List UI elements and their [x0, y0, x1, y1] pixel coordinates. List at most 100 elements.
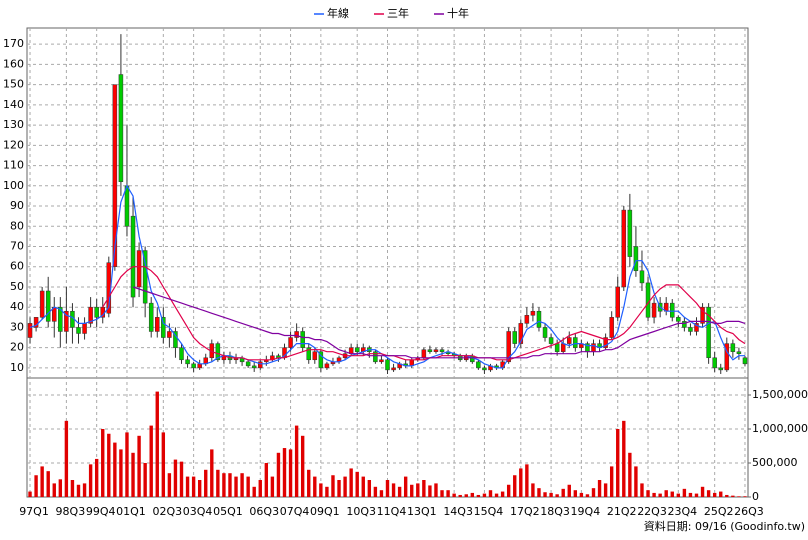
volume-bar	[197, 480, 202, 497]
x-tick-label: 03Q4	[183, 505, 213, 518]
volume-bar	[191, 476, 196, 497]
volume-bar	[706, 490, 711, 497]
volume-bar	[282, 448, 287, 497]
candle-body	[258, 361, 263, 369]
volume-bar	[470, 492, 475, 497]
volume-bar	[240, 473, 244, 497]
volume-bar	[676, 493, 681, 497]
candle-body	[148, 302, 154, 332]
volume-bar	[319, 483, 323, 497]
x-tick-label: 02Q3	[152, 505, 182, 518]
volume-bar	[488, 490, 493, 497]
volume-bar	[307, 469, 311, 497]
candle-body	[112, 84, 118, 267]
x-tick-label: 18Q3	[540, 505, 570, 518]
candle-body	[682, 321, 687, 328]
ma-line	[132, 286, 746, 359]
volume-bar	[313, 476, 317, 497]
y-tick-label: 20	[10, 341, 24, 354]
legend: 年線 三年 十年	[314, 6, 469, 20]
candle-body	[167, 331, 172, 338]
x-tick-label: 25Q2	[704, 505, 734, 518]
volume-bar	[452, 493, 456, 497]
volume-bar	[46, 471, 50, 497]
candle-body	[554, 343, 560, 352]
y-tick-label: 130	[3, 118, 24, 131]
volume-bar	[573, 490, 578, 497]
volume-bar	[664, 490, 668, 497]
y-tick-label: 50	[10, 280, 24, 293]
volume-bar	[343, 476, 347, 497]
volume-bar	[737, 496, 741, 497]
candle-body	[609, 317, 614, 338]
volume-bar	[609, 466, 614, 497]
candle-body	[688, 327, 693, 332]
candle-body	[312, 351, 318, 361]
volume-bar	[210, 449, 214, 497]
volume-bar	[561, 488, 565, 497]
volume-bar	[161, 432, 166, 497]
volume-bar	[519, 468, 523, 497]
volume-bar	[464, 494, 468, 497]
legend-label: 十年	[447, 6, 469, 20]
volume-bar	[252, 486, 256, 497]
source-note: 資料日期: 09/16 (Goodinfo.tw)	[644, 519, 805, 533]
volume-bar	[410, 484, 414, 497]
volume-bar	[513, 475, 517, 497]
y2-tick-label: 1,500,000	[752, 388, 808, 401]
candle-body	[300, 331, 305, 348]
volume-bar	[652, 492, 656, 497]
legend-label: 三年	[387, 6, 409, 20]
candle-body	[506, 331, 511, 363]
volume-bar	[694, 493, 699, 497]
volume-bar	[64, 420, 69, 497]
y-tick-label: 60	[10, 260, 24, 273]
x-tick-label: 01Q1	[116, 505, 146, 518]
volume-bar	[40, 466, 44, 497]
candle-body	[536, 310, 542, 328]
y2-tick-label: 500,000	[752, 456, 798, 469]
volume-bar	[416, 483, 420, 497]
volume-bar	[482, 493, 487, 497]
candle-body	[88, 306, 93, 324]
legend-label: 年線	[327, 6, 349, 20]
y-tick-label: 80	[10, 219, 24, 232]
candle-body	[251, 365, 257, 369]
volume-bar	[549, 492, 553, 497]
candle-body	[639, 270, 645, 284]
volume-bar	[616, 429, 620, 497]
volume-bar	[640, 483, 644, 497]
volume-bar	[700, 486, 705, 497]
candle-body	[118, 74, 124, 183]
candle-body	[45, 290, 51, 322]
y2-tick-label: 0	[752, 490, 759, 503]
volume-bar	[682, 488, 687, 497]
candle-body	[191, 363, 196, 369]
volume-bar	[537, 488, 541, 497]
volume-bar	[101, 429, 105, 497]
candle-body	[185, 359, 190, 365]
volume-bar	[143, 463, 147, 497]
x-tick-label: 15Q4	[474, 505, 504, 518]
volume-bar	[325, 486, 329, 497]
candle-body	[155, 317, 160, 332]
volume-bar	[712, 492, 717, 497]
candle-body	[645, 282, 651, 318]
volume-bar	[113, 442, 117, 497]
volume-bar	[397, 486, 402, 497]
volume-bar	[500, 491, 505, 497]
candle-body	[27, 323, 33, 338]
candle-body	[433, 349, 439, 352]
candle-body	[615, 286, 620, 318]
candle-body	[245, 361, 251, 367]
volume-bar	[567, 484, 571, 497]
volume-bar	[155, 391, 159, 497]
candle-body	[742, 357, 748, 365]
volume-bar	[361, 476, 365, 497]
candle-body	[439, 349, 445, 352]
volume-bar	[246, 476, 250, 497]
candle-body	[324, 363, 330, 369]
candle-body	[694, 323, 699, 332]
y-tick-label: 30	[10, 320, 24, 333]
